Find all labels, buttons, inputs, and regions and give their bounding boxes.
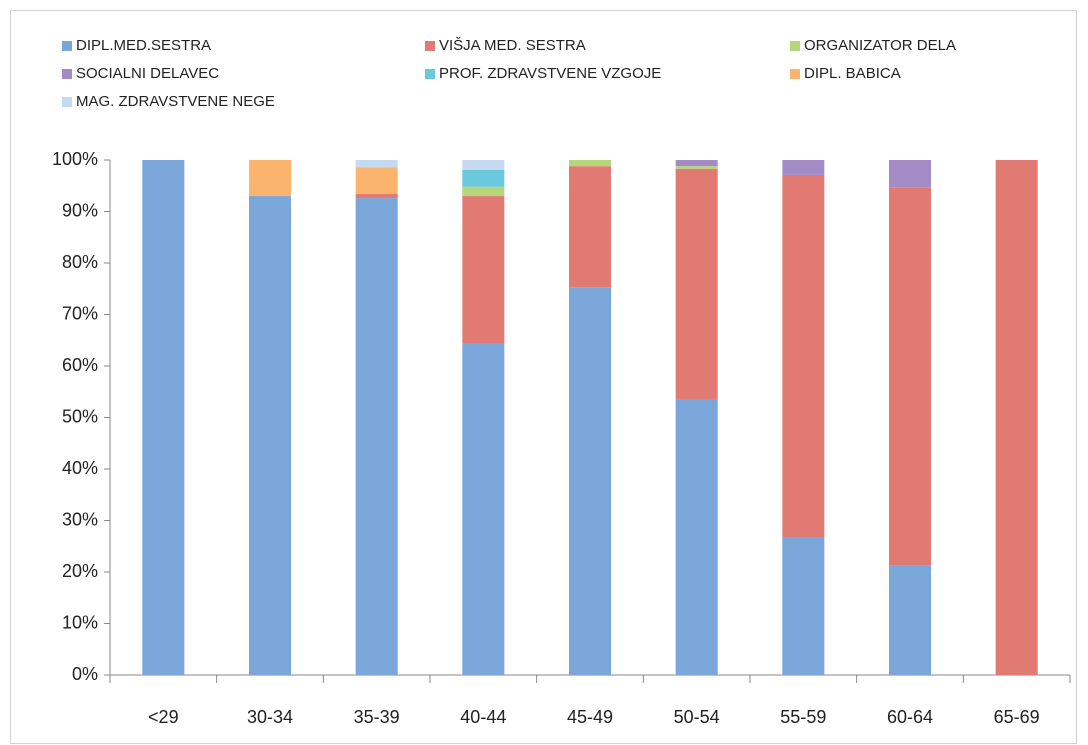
y-tick-label: 40% [62,458,98,478]
y-tick-label: 80% [62,252,98,272]
bar-segment [675,160,718,167]
y-tick-label: 0% [72,664,98,684]
x-tick-label: 30-34 [247,707,293,727]
bar-segment [249,160,291,197]
bar-segment [249,196,291,676]
x-tick-label: 50-54 [674,707,720,727]
x-tick-label: 35-39 [354,707,400,727]
bar-segment [782,174,825,537]
y-tick-label: 60% [62,355,98,375]
legend-label: MAG. ZDRAVSTVENE NEGE [76,93,275,110]
legend-swatch [62,41,72,51]
bar-segment [569,166,611,288]
x-tick-label: 65-69 [994,707,1040,727]
bar-segment [355,193,398,199]
bar-segment [142,160,185,675]
bar-segment [355,167,398,194]
bar-segment [675,168,718,399]
bar-segment [675,398,718,675]
y-tick-label: 70% [62,303,98,323]
legend-swatch [425,69,435,79]
bar-segment [462,186,505,197]
legend-label: VIŠJA MED. SESTRA [439,37,586,54]
y-tick-label: 20% [62,561,98,581]
y-tick-label: 90% [62,200,98,220]
bar-segment [462,196,505,344]
y-tick-label: 10% [62,612,98,632]
bar-segment [569,287,611,675]
legend-label: SOCIALNI DELAVEC [76,65,219,82]
bar-segment [675,166,718,169]
bar-segment [889,187,931,566]
legend-swatch [425,41,435,51]
bar-segment [462,160,505,170]
legend-swatch [62,69,72,79]
y-tick-label: 30% [62,509,98,529]
legend-label: PROF. ZDRAVSTVENE VZGOJE [439,65,661,82]
legend-swatch [790,69,800,79]
bar-segment [569,160,611,167]
x-tick-label: 45-49 [567,707,613,727]
x-tick-label: 55-59 [780,707,826,727]
bar-segment [889,565,931,675]
x-tick-label: 60-64 [887,707,933,727]
bar-segment [995,160,1038,675]
y-tick-label: 100% [52,149,98,169]
bar-segment [782,536,825,675]
bar-segment [355,198,398,676]
bar-segment [889,160,931,188]
bar-segment [355,160,398,168]
bar-segment [462,343,505,675]
x-tick-label: 40-44 [460,707,506,727]
legend-swatch [62,97,72,107]
bar-segment [462,169,505,187]
legend-label: DIPL. BABICA [804,65,901,82]
x-tick-label: <29 [148,707,179,727]
legend-swatch [790,41,800,51]
y-tick-label: 50% [62,406,98,426]
legend-label: DIPL.MED.SESTRA [76,37,211,54]
legend-label: ORGANIZATOR DELA [804,37,956,54]
bar-segment [782,160,825,175]
